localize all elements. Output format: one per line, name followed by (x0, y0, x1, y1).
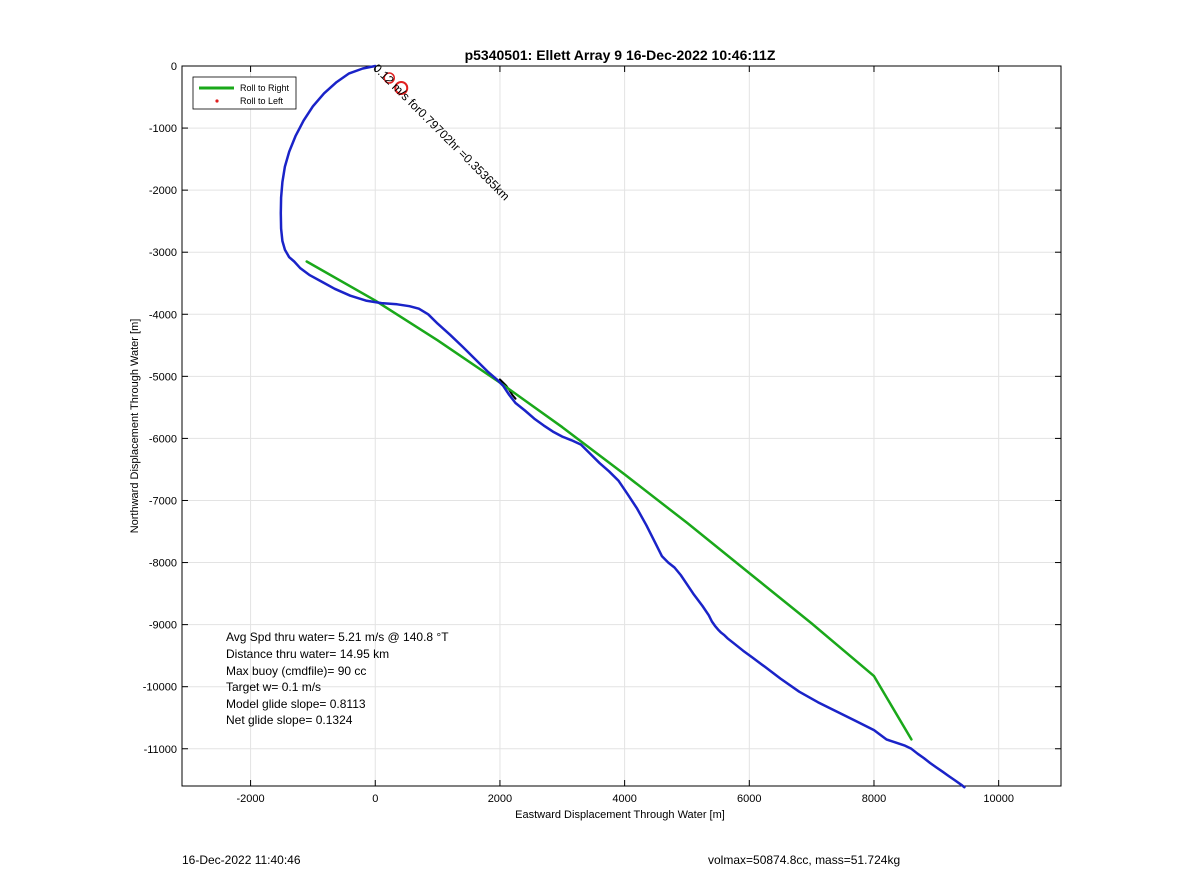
chart-title: p5340501: Ellett Array 9 16-Dec-2022 10:… (465, 47, 776, 63)
annotations: 0.12 m/s for0.79702hr =0.35365km (370, 61, 512, 203)
y-tick-label: -2000 (149, 185, 177, 197)
grid (182, 65, 1061, 786)
y-tick-label: -5000 (149, 371, 177, 383)
x-tick-label: 8000 (862, 793, 886, 805)
roll-right-line (305, 260, 913, 741)
y-tick-label: -1000 (149, 123, 177, 135)
y-tick-label: -4000 (149, 309, 177, 321)
roll-left-marker (394, 81, 409, 95)
y-tick-label: -7000 (149, 495, 177, 507)
stats-block: Avg Spd thru water= 5.21 m/s @ 140.8 °T … (226, 630, 449, 727)
legend-label-roll-left: Roll to Left (240, 96, 284, 106)
x-tick-label: 10000 (983, 793, 1014, 805)
roll-left-marker (383, 72, 396, 84)
y-tick-label: -6000 (149, 433, 177, 445)
y-tick-label: -10000 (143, 682, 177, 694)
y-tick-label: -8000 (149, 558, 177, 570)
legend-label-roll-right: Roll to Right (240, 83, 290, 93)
x-tick-label: 4000 (612, 793, 636, 805)
y-tick-label: -9000 (149, 620, 177, 632)
footer-volmax: volmax=50874.8cc, mass=51.724kg (708, 853, 901, 867)
footer-timestamp: 16-Dec-2022 11:40:46 (182, 853, 301, 867)
legend-swatch-roll-left (215, 99, 219, 103)
y-tick-label: 0 (171, 61, 177, 73)
stat-max-buoy: Max buoy (cmdfile)= 90 cc (226, 664, 366, 678)
series (279, 64, 966, 789)
x-tick-label: 0 (372, 793, 378, 805)
track-line (279, 64, 966, 789)
plot-area (181, 65, 1062, 787)
y-tick-label: -3000 (149, 247, 177, 259)
x-axis-label: Eastward Displacement Through Water [m] (515, 809, 725, 821)
stat-model-glide: Model glide slope= 0.8113 (226, 697, 366, 711)
current-annotation: 0.12 m/s for0.79702hr =0.35365km (370, 61, 512, 203)
x-tick-label: -2000 (237, 793, 265, 805)
legend: Roll to Right Roll to Left (192, 76, 297, 110)
stat-avg-speed: Avg Spd thru water= 5.21 m/s @ 140.8 °T (226, 630, 449, 644)
x-tick-label: 6000 (737, 793, 761, 805)
x-tick-label: 2000 (488, 793, 512, 805)
legend-box (192, 76, 297, 110)
y-tick-label: -11000 (144, 744, 177, 756)
axis-ticks: -2000 0 2000 4000 6000 8000 10000 0 -1000 -2000 -3… (143, 61, 1061, 805)
stat-distance: Distance thru water= 14.95 km (226, 647, 389, 661)
y-axis-label: Northward Displacement Through Water [m] (129, 319, 141, 534)
stat-target-w: Target w= 0.1 m/s (226, 680, 321, 694)
stat-net-glide: Net glide slope= 0.1324 (226, 713, 353, 727)
